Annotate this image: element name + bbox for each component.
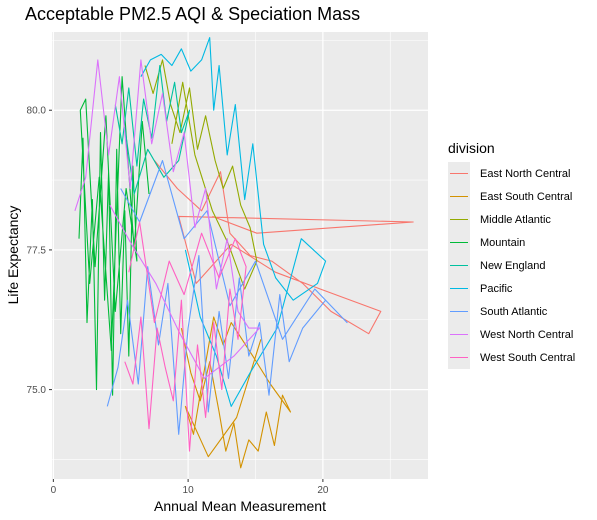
series-line-east-north-central	[153, 160, 414, 335]
legend-key	[448, 254, 470, 277]
series-line-south-atlantic	[106, 159, 348, 435]
x-tick-label: 0	[51, 485, 57, 496]
legend-item: South Atlantic	[448, 300, 593, 323]
legend-item: West North Central	[448, 323, 593, 346]
legend-label: Middle Atlantic	[480, 213, 551, 226]
chart-title: Acceptable PM2.5 AQI & Speciation Mass	[25, 4, 361, 24]
series-line-new-england	[114, 64, 191, 195]
legend-label: South Atlantic	[480, 305, 548, 318]
legend-items: East North Central East South Central Midd…	[448, 162, 593, 369]
y-axis-title: Life Expectancy	[5, 206, 21, 305]
series-line-east-south-central	[180, 316, 292, 469]
legend-key	[448, 231, 470, 254]
legend-item: East South Central	[448, 185, 593, 208]
series-line-middle-atlantic	[144, 59, 258, 290]
grid-major	[52, 32, 428, 479]
legend-item: East North Central	[448, 162, 593, 185]
x-tick-label: 20	[317, 485, 329, 496]
plot-panel	[52, 32, 428, 479]
series-line-west-south-central	[124, 221, 247, 452]
series-line-pacific	[140, 37, 327, 407]
y-tick-label: 80.0	[27, 106, 47, 117]
legend-key	[448, 323, 470, 346]
legend-item: Mountain	[448, 231, 593, 254]
legend-item: West South Central	[448, 346, 593, 369]
legend-label: East South Central	[480, 190, 573, 203]
legend-label: New England	[480, 259, 546, 272]
legend-key	[448, 277, 470, 300]
legend-label: West South Central	[480, 351, 576, 364]
legend-key	[448, 208, 470, 231]
legend-label: Mountain	[480, 236, 526, 249]
x-axis-title: Annual Mean Measurement	[154, 498, 326, 514]
legend-title: division	[448, 140, 495, 156]
legend-item: Pacific	[448, 277, 593, 300]
legend: division East North Central East South Ce…	[448, 140, 593, 369]
legend-key	[448, 300, 470, 323]
legend-item: Middle Atlantic	[448, 208, 593, 231]
legend-key	[448, 346, 470, 369]
legend-label: Pacific	[480, 282, 513, 295]
y-tick-label: 77.5	[27, 245, 47, 256]
legend-key	[448, 185, 470, 208]
legend-label: West North Central	[480, 328, 574, 341]
y-tick-label: 75.0	[27, 385, 47, 396]
legend-item: New England	[448, 254, 593, 277]
x-tick-label: 10	[183, 485, 195, 496]
legend-label: East North Central	[480, 167, 571, 180]
axis-ticks: 0 10 20 75.0 77.5 80.0	[27, 106, 329, 496]
series-layer	[74, 37, 414, 469]
legend-key	[448, 162, 470, 185]
